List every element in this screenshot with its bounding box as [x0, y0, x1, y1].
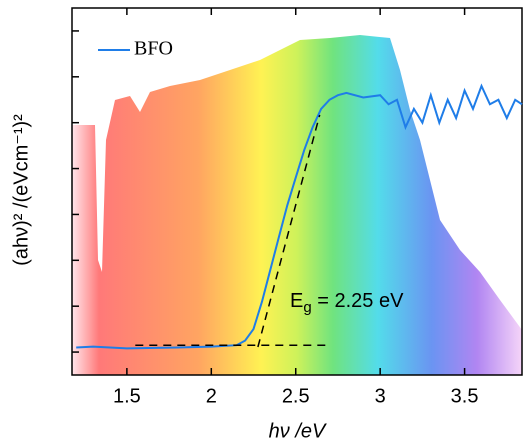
annotation-text: E	[290, 290, 303, 312]
fit-line	[257, 114, 321, 348]
data-line	[76, 83, 523, 350]
x-tick-label: 1.5	[113, 385, 141, 407]
x-tick-label: 3.5	[451, 385, 479, 407]
x-tick-label: 2.5	[282, 385, 310, 407]
y-axis-label: (ahν)² /(eVcm⁻¹)²	[10, 114, 32, 266]
legend-label: BFO	[134, 38, 173, 60]
spectrum-background	[72, 35, 522, 375]
plot-frame	[71, 7, 523, 376]
annotation-rest: = 2.25 eV	[312, 290, 404, 312]
x-tick-label: 3	[375, 385, 386, 407]
x-tick-label: 2	[206, 385, 217, 407]
x-axis-label: hν /eV	[269, 420, 327, 442]
annotation-subscript: g	[303, 299, 311, 316]
annotation: Eg = 2.25 eV	[290, 290, 404, 316]
